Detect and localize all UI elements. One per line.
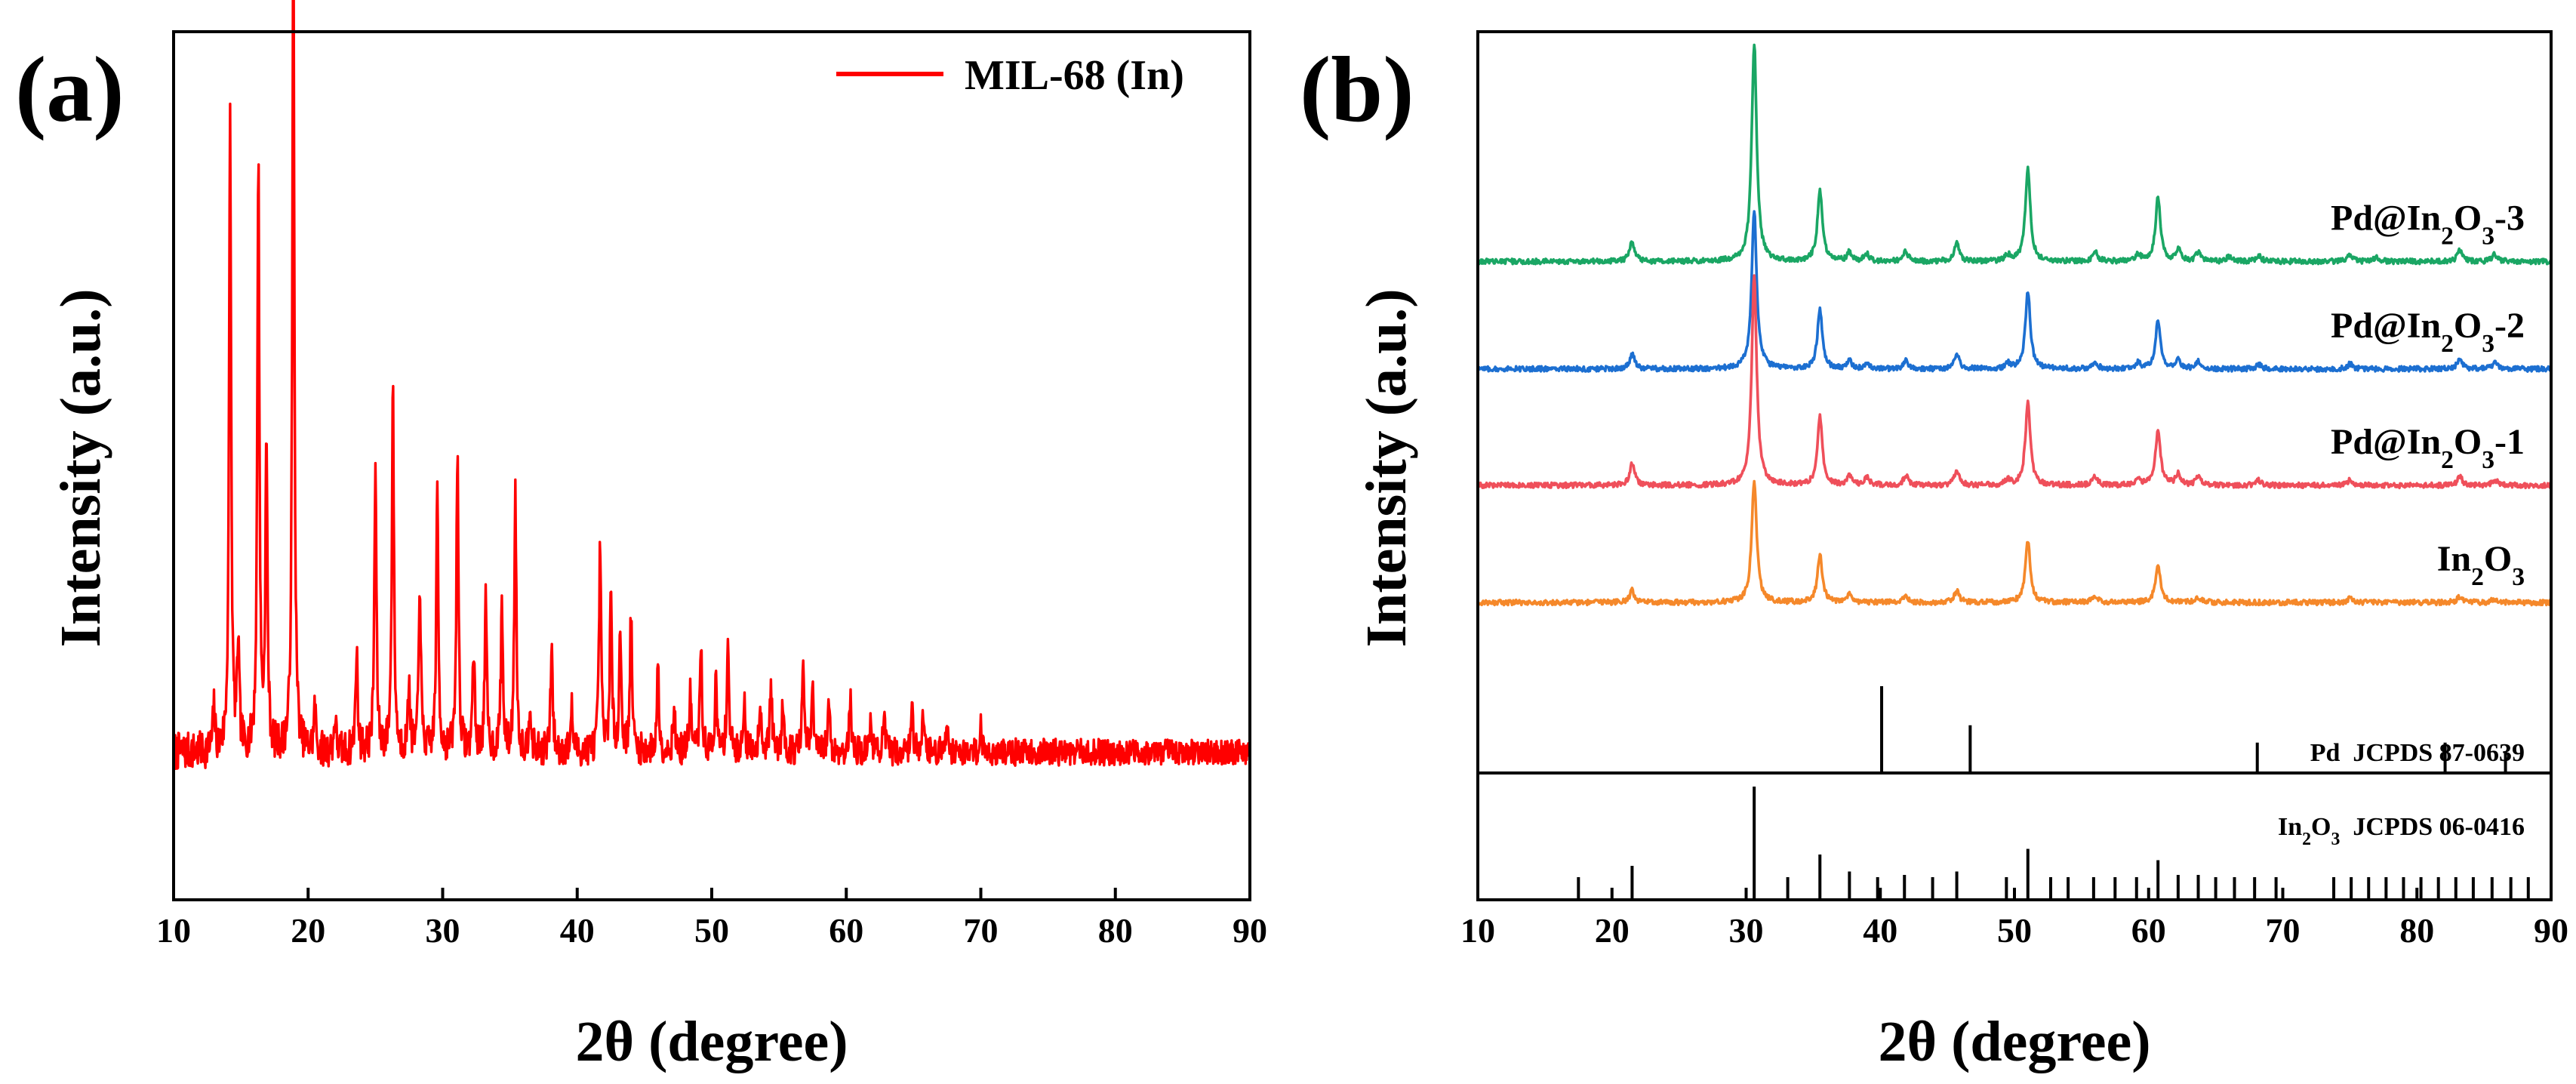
legend-label-mil-68: MIL-68 (In) [965, 52, 1184, 99]
panel-a-x-tick-label: 40 [560, 911, 595, 950]
panel-b-series-labels: Pd@In2O3-3 Pd@In2O3-2 Pd@In2O3-1 In2O3 [2331, 198, 2525, 590]
panel-b-plot-frame [1476, 30, 2553, 901]
series-label-pd-in2o3-3: Pd@In2O3-3 [2331, 198, 2525, 250]
panel-b-x-tick-label: 80 [2399, 911, 2434, 950]
panel-b-letter: (b) [1300, 38, 1414, 141]
panel-a-x-tick-label: 50 [694, 911, 729, 950]
panel-a-x-tick-label: 20 [291, 911, 325, 950]
panel-a-x-tick-label: 10 [156, 911, 191, 950]
panel-b-x-tick-label: 20 [1595, 911, 1630, 950]
panel-b-x-tick-label: 70 [2266, 911, 2301, 950]
panel-a-y-axis-title: Intensity (a.u.) [49, 288, 112, 647]
panel-a-x-tick-label: 30 [426, 911, 460, 950]
panel-b-x-ticks: 10 20 30 40 50 60 70 80 90 [1460, 888, 2568, 950]
panel-a-letter: (a) [15, 38, 125, 141]
series-pd-in2o3-3 [1476, 43, 2553, 266]
series-label-pd-in2o3-1: Pd@In2O3-1 [2331, 422, 2525, 474]
series-label-in2o3: In2O3 [2437, 539, 2525, 591]
panel-a-x-ticks: 10 20 30 40 50 60 70 80 90 [156, 888, 1267, 950]
series-label-pd-in2o3-2: Pd@In2O3-2 [2331, 306, 2525, 358]
panel-b: (b) Pd@In2O3-3 Pd@In2O3-2 Pd@In2O3-1 In2O3 … [1300, 30, 2568, 1073]
panel-b-x-axis-title: 2θ (degree) [1878, 1010, 2150, 1073]
panel-a-x-axis-title: 2θ (degree) [575, 1010, 848, 1073]
panel-a-series-layer [172, 0, 1251, 770]
series-in2o3 [1476, 479, 2552, 607]
panel-a-plot-frame [172, 30, 1251, 901]
panel-a-x-tick-label: 80 [1098, 911, 1133, 950]
panel-b-x-tick-label: 50 [1997, 911, 2032, 950]
series-pd-in2o3-2 [1477, 210, 2553, 373]
panel-a: (a) 10 20 30 40 50 60 70 80 90 MIL-68 (In) 2θ (d… [15, 0, 1267, 1073]
panel-b-series-layer [1476, 43, 2553, 607]
panel-b-x-tick-label: 10 [1460, 911, 1495, 950]
panel-b-x-tick-label: 40 [1863, 911, 1897, 950]
panel-b-x-tick-label: 60 [2131, 911, 2166, 950]
panel-b-y-axis-title: Intensity (a.u.) [1355, 288, 1418, 647]
series-pd-in2o3-1 [1476, 274, 2553, 490]
in2o3-reference-label: In2O3 JCPDS 06-0416 [2278, 813, 2525, 849]
panel-a-x-tick-label: 70 [964, 911, 999, 950]
series-mil-68-in [172, 0, 1251, 770]
panel-a-x-tick-label: 60 [829, 911, 863, 950]
panel-a-x-tick-label: 90 [1233, 911, 1267, 950]
panel-b-x-tick-label: 90 [2534, 911, 2568, 950]
panel-b-reference-patterns: Pd JCPDS 87-0639 In2O3 JCPDS 06-0416 [1577, 686, 2530, 900]
pd-reference-label: Pd JCPDS 87-0639 [2310, 739, 2525, 767]
panel-b-x-tick-label: 30 [1729, 911, 1764, 950]
